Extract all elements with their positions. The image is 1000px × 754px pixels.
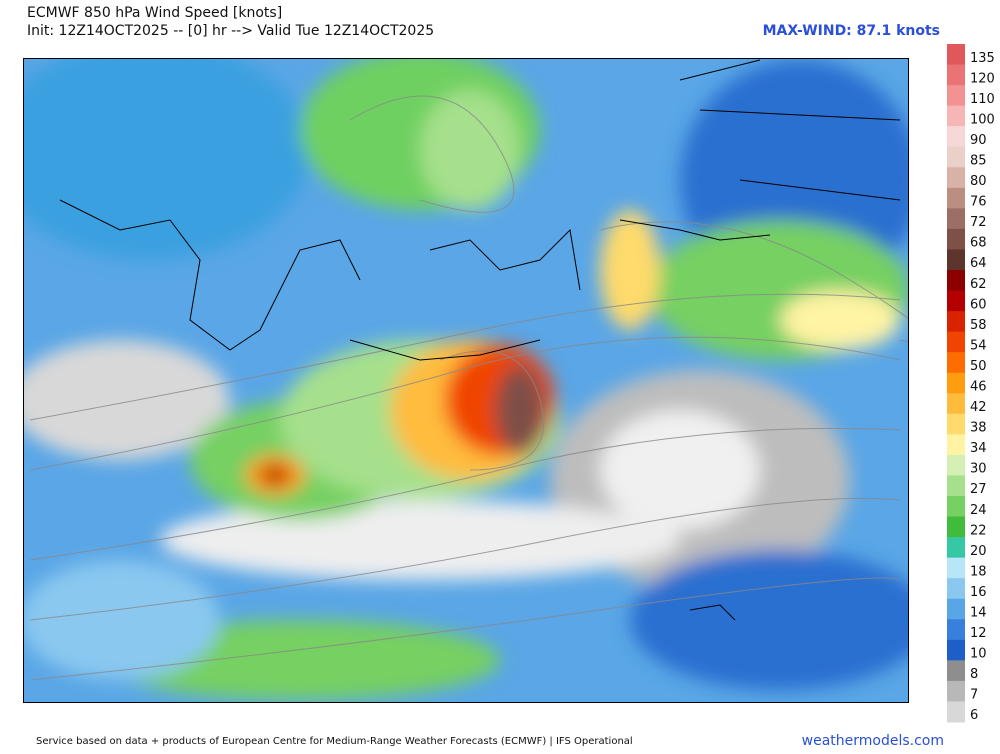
colorbar-swatch [947,701,965,723]
colorbar-swatch [947,413,965,435]
colorbar-label: 6 [970,708,978,723]
colorbar-label: 80 [970,174,987,189]
colorbar-label: 60 [970,297,987,312]
colorbar-label: 76 [970,195,987,210]
colorbar-label: 110 [970,92,995,107]
map [23,58,909,703]
colorbar-label: 72 [970,215,987,230]
colorbar-swatch [947,372,965,394]
colorbar-swatch [947,619,965,641]
colorbar-swatch [947,578,965,600]
colorbar-label: 27 [970,482,987,497]
colorbar-swatch [947,516,965,538]
colorbar-swatch [947,167,965,189]
colorbar-label: 22 [970,523,987,538]
colorbar-swatch [947,660,965,682]
colorbar-label: 30 [970,462,987,477]
colorbar-label: 120 [970,71,995,86]
colorbar-swatch [947,311,965,333]
subtitle: Init: 12Z14OCT2025 -- [0] hr --> Valid T… [27,23,434,39]
colorbar-label: 7 [970,688,978,703]
colorbar-swatch [947,105,965,127]
colorbar-swatch [947,249,965,271]
colorbar-label: 12 [970,626,987,641]
colorbar-label: 18 [970,564,987,579]
colorbar-label: 68 [970,236,987,251]
colorbar-swatch [947,496,965,518]
colorbar-swatch [947,557,965,579]
colorbar-label: 10 [970,647,987,662]
colorbar-swatch [947,454,965,476]
colorbar-label: 8 [970,667,978,682]
colorbar-label: 135 [970,51,995,66]
colorbar-label: 100 [970,112,995,127]
colorbar-label: 50 [970,359,987,374]
colorbar-label: 20 [970,544,987,559]
colorbar-swatch [947,475,965,497]
colorbar-swatch [947,680,965,702]
site-link[interactable]: weathermodels.com [802,733,944,749]
colorbar-label: 64 [970,256,987,271]
colorbar-swatch [947,434,965,456]
colorbar-swatch [947,352,965,374]
colorbar-label: 62 [970,277,987,292]
colorbar-swatch [947,598,965,620]
colorbar-swatch [947,44,965,66]
credit: Service based on data + products of Euro… [36,736,633,747]
colorbar-label: 90 [970,133,987,148]
max-wind: MAX-WIND: 87.1 knots [763,23,940,39]
colorbar-swatch [947,393,965,415]
colorbar-swatch [947,126,965,148]
colorbar-swatch [947,64,965,86]
colorbar-swatch [947,187,965,209]
colorbar-label: 24 [970,503,987,518]
colorbar-label: 34 [970,441,987,456]
colorbar-label: 16 [970,585,987,600]
colorbar-swatch [947,146,965,168]
colorbar: 1351201101009085807672686462605854504642… [947,44,995,723]
colorbar-swatch [947,639,965,661]
colorbar-swatch [947,331,965,353]
colorbar-label: 54 [970,338,987,353]
colorbar-swatch [947,85,965,107]
colorbar-label: 42 [970,400,987,415]
colorbar-label: 58 [970,318,987,333]
colorbar-swatch [947,290,965,312]
colorbar-swatch [947,270,965,292]
colorbar-label: 14 [970,606,987,621]
colorbar-swatch [947,228,965,250]
colorbar-swatch [947,208,965,230]
colorbar-label: 38 [970,421,987,436]
colorbar-swatch [947,537,965,559]
colorbar-label: 46 [970,380,987,395]
colorbar-label: 85 [970,154,987,169]
title: ECMWF 850 hPa Wind Speed [knots] [27,5,282,21]
